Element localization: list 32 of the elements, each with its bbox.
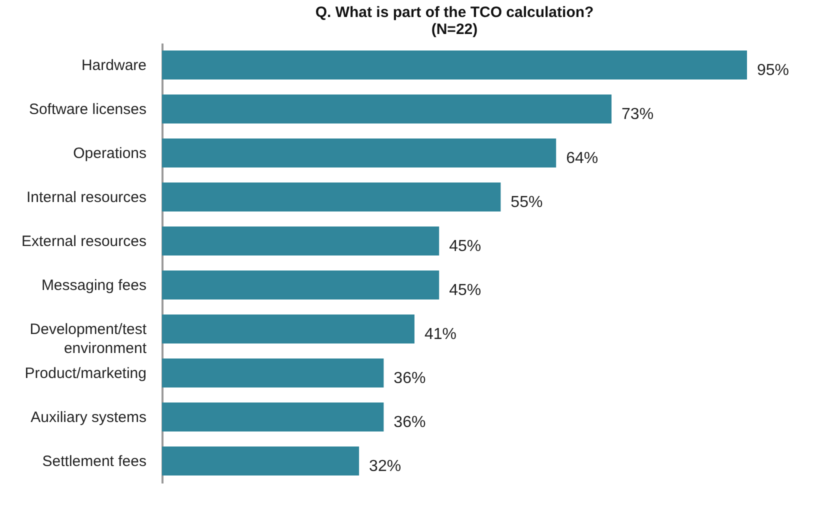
y-tick-label: Auxiliary systems: [30, 409, 146, 426]
bar: [162, 226, 440, 256]
bar: [162, 50, 747, 80]
data-label: 45%: [449, 282, 482, 299]
bar: [162, 446, 360, 476]
y-tick-label: Internal resources: [26, 189, 146, 206]
data-label: 95%: [757, 62, 790, 79]
bar: [162, 314, 414, 344]
bar: [162, 270, 440, 300]
data-label: 45%: [449, 238, 482, 255]
y-tick-label: Development/test environment: [30, 321, 148, 357]
data-label: 41%: [424, 326, 457, 343]
bar: [162, 94, 612, 124]
chart-title: Q. What is part of the TCO calculation?: [315, 4, 594, 21]
y-tick-label: Software licenses: [28, 101, 146, 118]
bar: [162, 182, 501, 212]
data-label: 32%: [369, 458, 402, 475]
y-tick-label: Hardware: [81, 57, 146, 74]
data-label: 64%: [566, 150, 598, 167]
data-label: 55%: [510, 194, 543, 211]
y-tick-label: External resources: [21, 233, 146, 250]
data-label: 73%: [622, 106, 654, 123]
data-label: 36%: [394, 414, 426, 431]
bar: [162, 402, 384, 432]
bar: [162, 358, 384, 388]
bar: [162, 138, 556, 168]
y-tick-label: Settlement fees: [42, 453, 146, 470]
chart-subtitle: (N=22): [431, 21, 478, 38]
y-tick-label: Messaging fees: [41, 277, 146, 294]
y-tick-label: Product/marketing: [24, 365, 146, 382]
y-tick-label: Operations: [73, 145, 146, 162]
data-label: 36%: [394, 370, 426, 387]
